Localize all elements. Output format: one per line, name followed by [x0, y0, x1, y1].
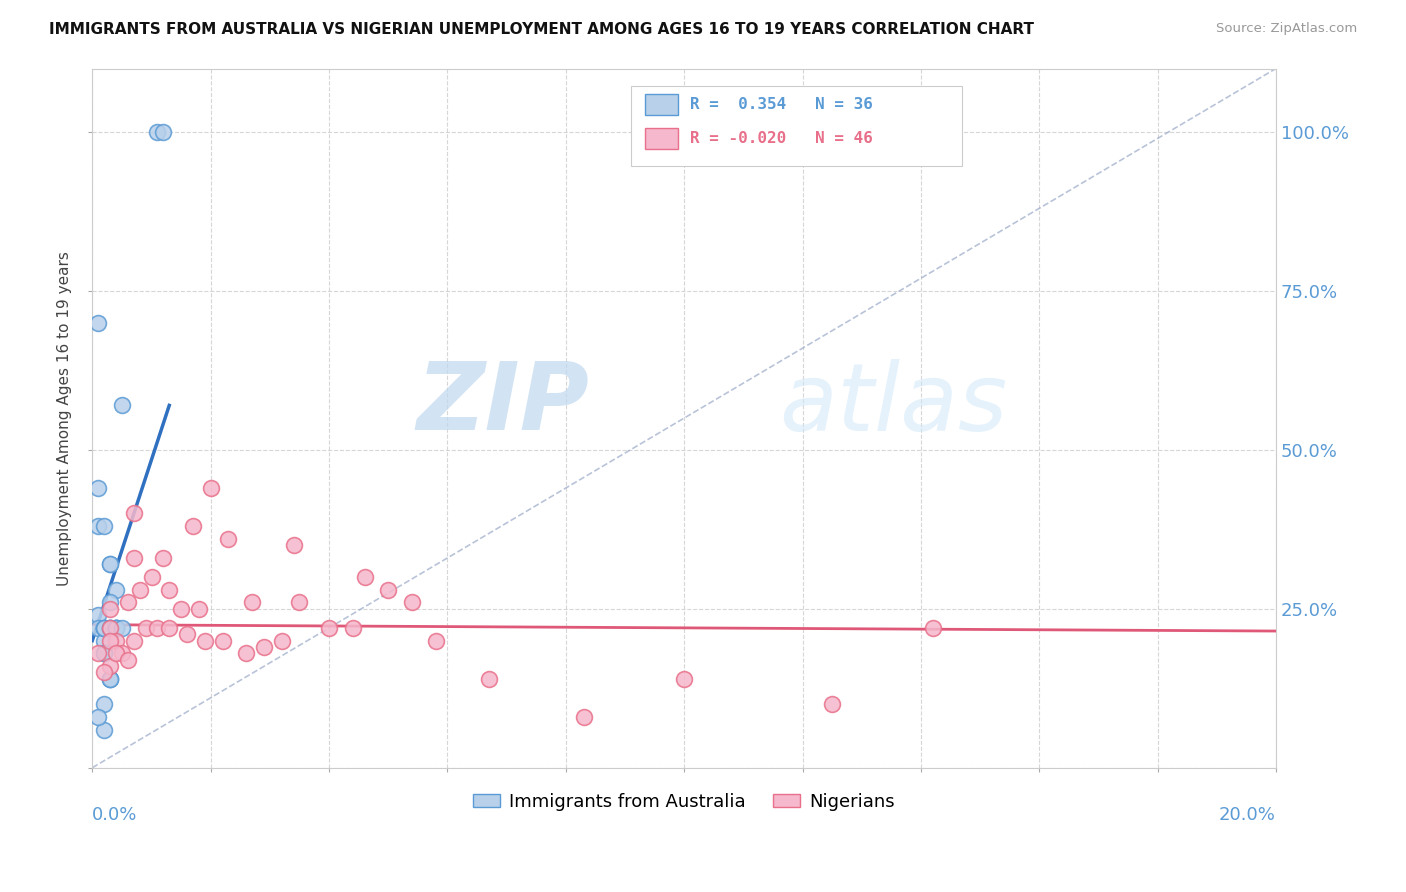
FancyBboxPatch shape: [645, 128, 678, 149]
Point: [235, 646, 257, 660]
Point: [117, 595, 139, 609]
Point: [98, 633, 121, 648]
Point: [104, 582, 127, 597]
Point: [98, 621, 121, 635]
Text: ZIP: ZIP: [416, 358, 589, 450]
Point: [141, 570, 163, 584]
Point: [152, 125, 174, 139]
Point: [104, 621, 127, 635]
FancyBboxPatch shape: [645, 95, 678, 115]
Point: [377, 582, 399, 597]
Point: [122, 551, 145, 566]
Point: [87, 608, 110, 623]
Text: IMMIGRANTS FROM AUSTRALIA VS NIGERIAN UNEMPLOYMENT AMONG AGES 16 TO 19 YEARS COR: IMMIGRANTS FROM AUSTRALIA VS NIGERIAN UN…: [49, 22, 1035, 37]
Point: [104, 621, 127, 635]
Point: [128, 582, 150, 597]
Text: 20.0%: 20.0%: [1219, 806, 1277, 824]
Point: [111, 621, 134, 635]
Point: [122, 507, 145, 521]
Point: [98, 672, 121, 686]
Point: [270, 633, 292, 648]
Point: [217, 532, 239, 546]
Point: [170, 602, 193, 616]
Point: [98, 558, 121, 572]
Point: [87, 519, 110, 533]
Point: [93, 646, 115, 660]
Point: [146, 621, 169, 635]
Point: [98, 672, 121, 686]
Y-axis label: Unemployment Among Ages 16 to 19 years: Unemployment Among Ages 16 to 19 years: [58, 251, 72, 585]
Point: [135, 621, 157, 635]
Point: [253, 640, 276, 654]
Point: [87, 481, 110, 495]
Point: [288, 595, 311, 609]
Point: [93, 723, 115, 737]
Point: [93, 621, 115, 635]
Legend: Immigrants from Australia, Nigerians: Immigrants from Australia, Nigerians: [467, 786, 903, 818]
Point: [93, 621, 115, 635]
Point: [240, 595, 263, 609]
Point: [104, 621, 127, 635]
Point: [673, 672, 696, 686]
Point: [122, 633, 145, 648]
Point: [98, 621, 121, 635]
Text: R = -0.020   N = 46: R = -0.020 N = 46: [690, 131, 873, 146]
Point: [181, 519, 204, 533]
Point: [104, 646, 127, 660]
Point: [211, 633, 233, 648]
Point: [93, 665, 115, 680]
Point: [93, 621, 115, 635]
Point: [93, 621, 115, 635]
Point: [401, 595, 423, 609]
Point: [318, 621, 340, 635]
Point: [342, 621, 364, 635]
Point: [104, 621, 127, 635]
Text: atlas: atlas: [779, 359, 1007, 450]
Point: [87, 710, 110, 724]
Point: [87, 646, 110, 660]
Point: [98, 672, 121, 686]
Point: [98, 659, 121, 673]
Point: [157, 621, 180, 635]
Point: [98, 602, 121, 616]
Text: Source: ZipAtlas.com: Source: ZipAtlas.com: [1216, 22, 1357, 36]
Point: [104, 621, 127, 635]
Point: [200, 481, 222, 495]
Point: [93, 633, 115, 648]
Text: 0.0%: 0.0%: [93, 806, 138, 824]
Point: [478, 672, 501, 686]
Point: [98, 558, 121, 572]
Point: [821, 697, 844, 711]
Point: [111, 398, 134, 412]
Point: [93, 519, 115, 533]
Point: [187, 602, 209, 616]
Point: [87, 621, 110, 635]
Point: [353, 570, 375, 584]
Point: [283, 538, 305, 552]
Point: [425, 633, 447, 648]
Point: [98, 621, 121, 635]
Point: [572, 710, 595, 724]
Point: [111, 646, 134, 660]
Point: [104, 633, 127, 648]
Point: [157, 582, 180, 597]
Point: [152, 551, 174, 566]
Point: [98, 595, 121, 609]
Point: [194, 633, 217, 648]
Point: [98, 621, 121, 635]
Point: [87, 316, 110, 330]
Point: [176, 627, 198, 641]
Point: [117, 653, 139, 667]
Point: [146, 125, 169, 139]
Point: [98, 621, 121, 635]
Point: [921, 621, 943, 635]
Point: [93, 697, 115, 711]
Text: R =  0.354   N = 36: R = 0.354 N = 36: [690, 97, 873, 112]
Point: [93, 646, 115, 660]
FancyBboxPatch shape: [631, 86, 962, 167]
